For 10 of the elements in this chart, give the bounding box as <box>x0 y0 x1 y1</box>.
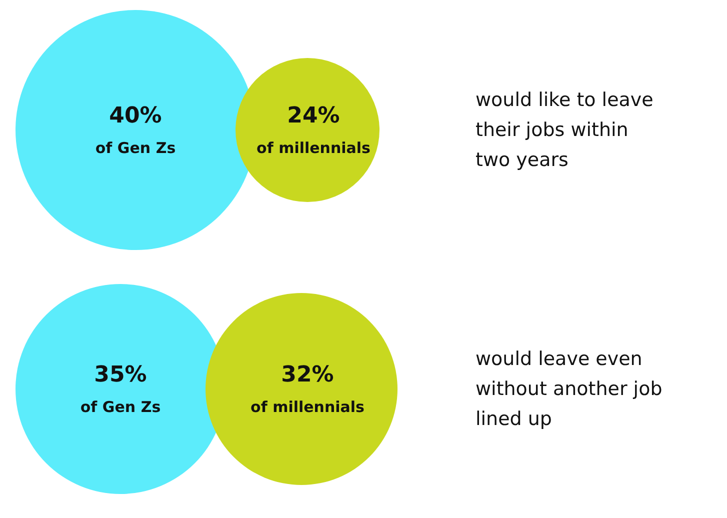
data-label: 35% <box>94 362 147 388</box>
category-label: of millennials <box>256 139 371 157</box>
data-label: 40% <box>109 104 162 128</box>
data-label: 32% <box>281 362 334 388</box>
category-label: of Gen Zs <box>95 139 176 157</box>
category-label: of Gen Zs <box>80 398 161 416</box>
category-label: of millennials <box>250 398 364 416</box>
text: would like to leave their jobs within two years <box>476 89 654 171</box>
data-label: 24% <box>287 104 340 128</box>
text: would leave even without another job lined up <box>476 348 662 430</box>
